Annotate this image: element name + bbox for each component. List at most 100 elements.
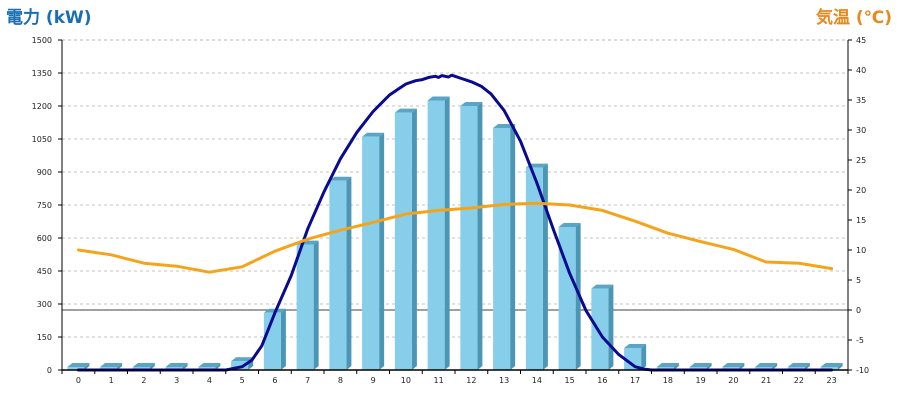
bar-side — [215, 363, 221, 370]
x-tick-label: 17 — [630, 376, 640, 385]
bar-top — [100, 363, 123, 367]
left-tick-label: 0 — [47, 366, 52, 375]
right-tick-label: 20 — [856, 186, 866, 195]
power-bar — [329, 176, 352, 370]
temperature-line — [76, 201, 834, 274]
x-tick-label: 5 — [240, 376, 245, 385]
bar-side — [477, 102, 483, 370]
bar-face — [67, 367, 85, 370]
bar-top — [427, 96, 450, 101]
x-tick-label: 8 — [338, 376, 343, 385]
bar-side — [542, 163, 548, 370]
bar-top — [820, 363, 843, 367]
x-tick-label: 6 — [272, 376, 277, 385]
bar-face — [329, 180, 347, 370]
bar-top — [493, 124, 516, 128]
x-tick-label: 7 — [305, 376, 310, 385]
axes: 01503004506007509001050120013501500-10-5… — [32, 36, 869, 385]
left-tick-label: 450 — [37, 267, 52, 276]
bar-top — [787, 363, 810, 367]
bar-side — [739, 363, 745, 370]
bar-top — [689, 363, 712, 367]
bar-side — [575, 223, 581, 370]
right-tick-label: 35 — [856, 96, 866, 105]
bar-side — [379, 132, 385, 370]
x-tick-label: 0 — [76, 376, 81, 385]
bar-side — [182, 363, 188, 370]
x-tick-label: 23 — [827, 376, 837, 385]
x-tick-label: 22 — [794, 376, 804, 385]
series-lines — [76, 73, 834, 372]
power-bar — [296, 240, 319, 370]
bar-side — [804, 363, 810, 370]
right-tick-label: 45 — [856, 36, 866, 45]
bar-top — [362, 132, 385, 137]
power-bar — [558, 223, 581, 370]
bar-side — [149, 363, 155, 370]
bar-side — [346, 176, 352, 370]
bar-top — [394, 108, 417, 113]
bar-side — [280, 308, 286, 370]
power-bar — [263, 308, 286, 370]
bar-top — [656, 363, 679, 367]
power-bar — [525, 163, 548, 370]
power-bar — [394, 108, 417, 370]
bar-top — [624, 344, 647, 348]
bar-top — [198, 363, 221, 367]
left-tick-label: 750 — [37, 201, 52, 210]
bar-side — [608, 284, 614, 370]
bar-top — [329, 176, 352, 181]
bar-face — [525, 167, 543, 370]
bar-face — [624, 348, 642, 370]
left-tick-label: 600 — [37, 234, 52, 243]
left-axis-title: 電力 (kW) — [6, 8, 92, 28]
left-tick-label: 1500 — [32, 36, 52, 45]
right-tick-label: 30 — [856, 126, 866, 135]
right-tick-label: -5 — [856, 336, 864, 345]
bar-side — [772, 363, 778, 370]
left-tick-label: 1050 — [32, 135, 52, 144]
bar-face — [231, 361, 249, 370]
x-tick-label: 19 — [696, 376, 706, 385]
bar-top — [591, 284, 614, 289]
x-tick-label: 3 — [174, 376, 179, 385]
right-tick-label: 40 — [856, 66, 866, 75]
bar-side — [837, 363, 843, 370]
bar-top — [165, 363, 188, 367]
bar-top — [558, 223, 581, 227]
right-tick-label: 15 — [856, 216, 866, 225]
power-bar — [460, 102, 483, 370]
power-line — [76, 73, 834, 372]
left-tick-label: 1350 — [32, 69, 52, 78]
grid-lines — [62, 39, 848, 338]
right-tick-label: 0 — [856, 306, 861, 315]
bar-face — [362, 136, 380, 370]
left-tick-label: 900 — [37, 168, 52, 177]
x-tick-label: 15 — [565, 376, 575, 385]
right-tick-label: 25 — [856, 156, 866, 165]
x-tick-label: 21 — [761, 376, 771, 385]
bar-face — [427, 100, 445, 370]
bar-side — [641, 344, 647, 370]
bar-side — [411, 108, 417, 370]
bar-top — [132, 363, 155, 367]
bar-top — [231, 357, 254, 362]
x-tick-label: 14 — [532, 376, 542, 385]
x-tick-label: 2 — [141, 376, 146, 385]
bar-top — [722, 363, 745, 367]
x-tick-label: 9 — [371, 376, 376, 385]
x-tick-label: 10 — [401, 376, 411, 385]
x-tick-label: 11 — [434, 376, 444, 385]
bar-side — [117, 363, 123, 370]
bar-face — [460, 106, 478, 370]
left-tick-label: 1200 — [32, 102, 52, 111]
bar-side — [313, 240, 319, 370]
left-tick-label: 150 — [37, 333, 52, 342]
bar-top — [460, 102, 483, 106]
x-tick-label: 12 — [466, 376, 476, 385]
x-tick-label: 1 — [109, 376, 114, 385]
bar-face — [591, 288, 609, 370]
power-bar — [591, 284, 614, 370]
bar-side — [84, 363, 90, 370]
